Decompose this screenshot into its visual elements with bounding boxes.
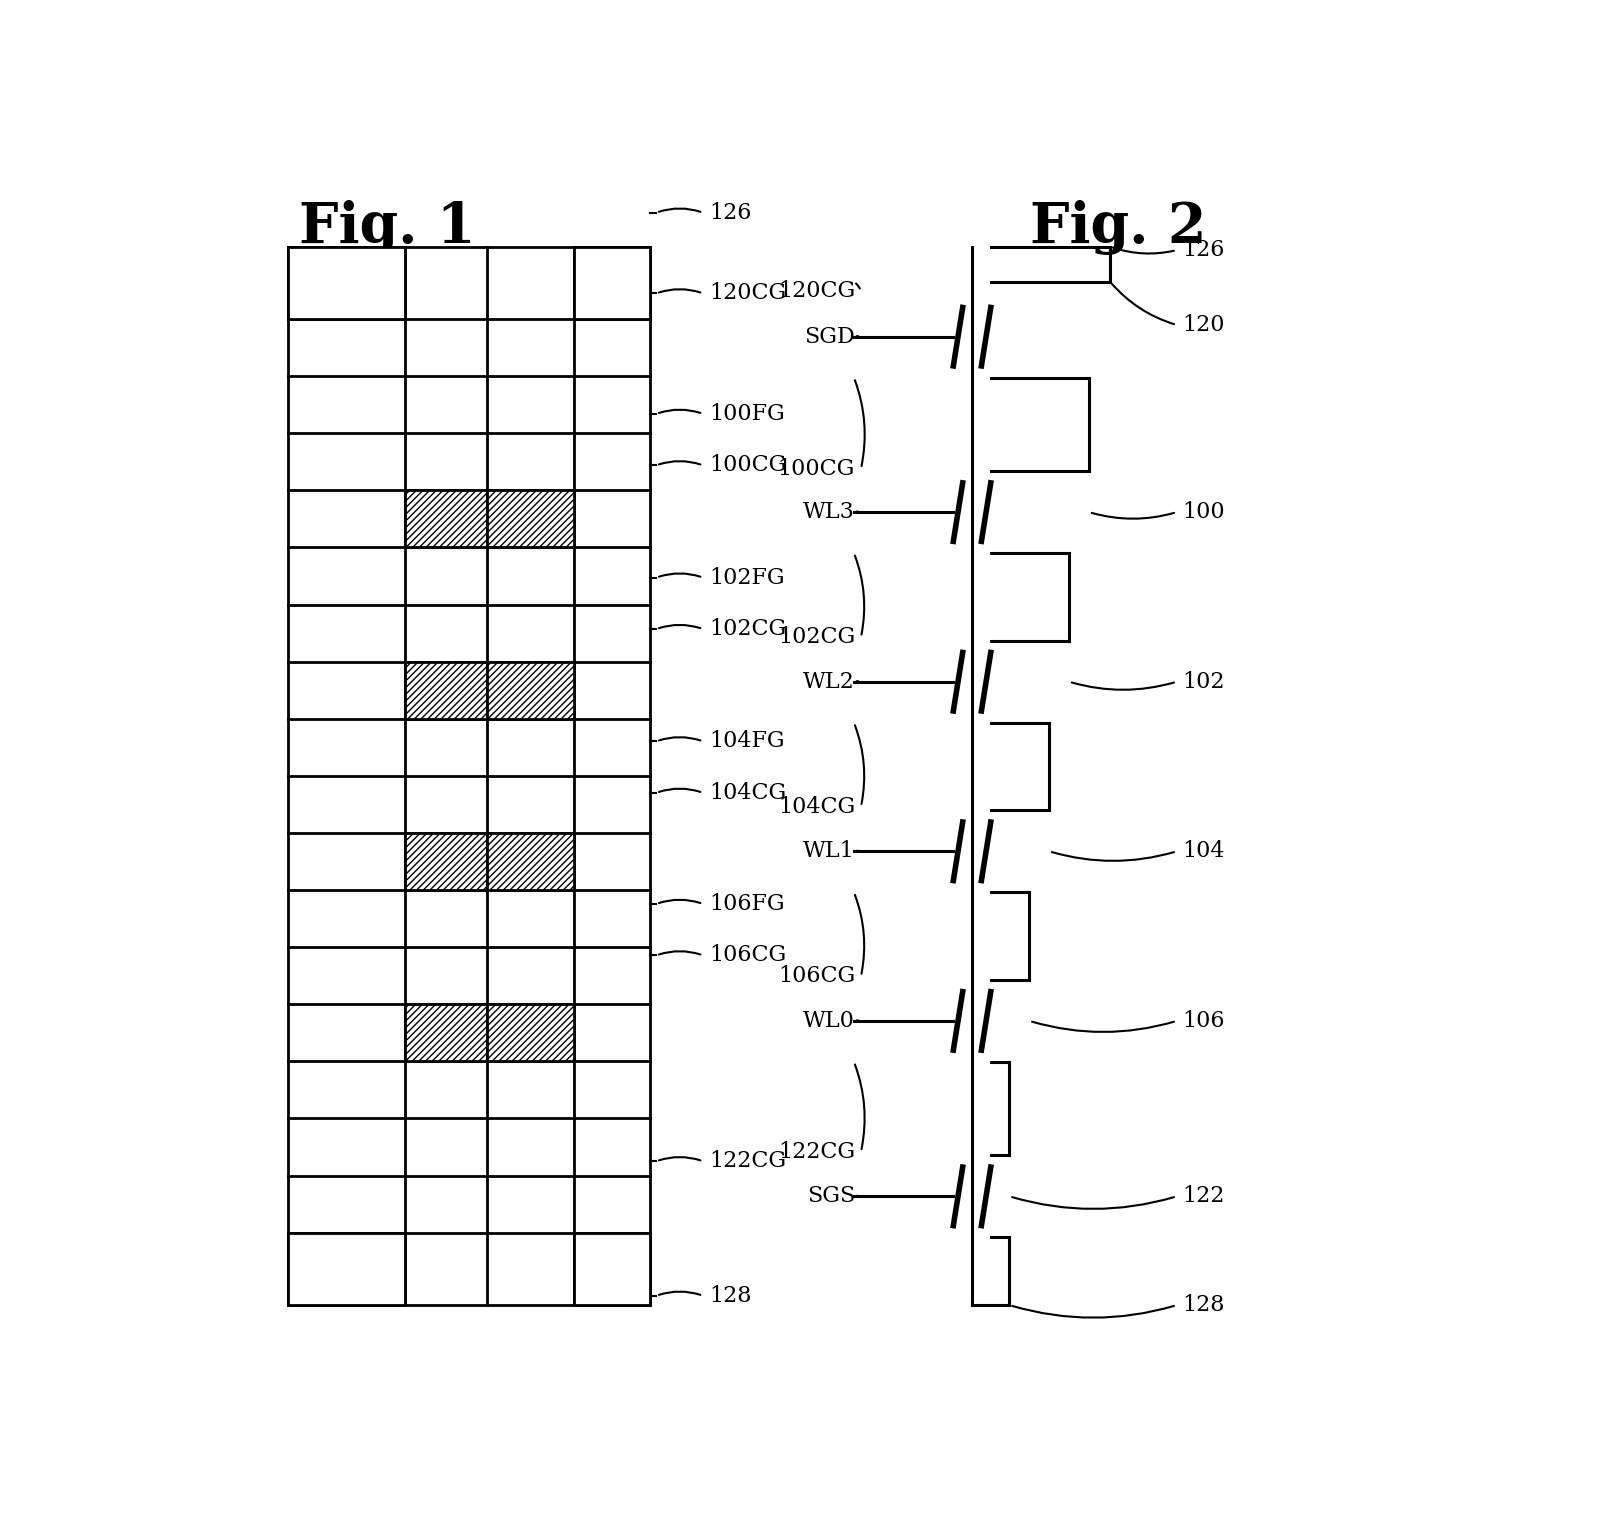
Polygon shape	[405, 491, 486, 547]
Polygon shape	[405, 1004, 486, 1062]
Text: SGD: SGD	[805, 325, 854, 348]
Text: 106FG: 106FG	[709, 893, 784, 914]
Text: 100: 100	[1182, 501, 1226, 523]
Text: 100CG: 100CG	[709, 454, 786, 477]
Text: SGS: SGS	[806, 1185, 854, 1208]
Text: WL0: WL0	[803, 1010, 854, 1031]
Polygon shape	[486, 832, 574, 890]
Text: 128: 128	[1182, 1294, 1226, 1315]
Polygon shape	[486, 491, 574, 547]
Text: 126: 126	[1182, 238, 1226, 261]
Text: 120CG: 120CG	[778, 279, 854, 302]
Text: 120: 120	[1182, 314, 1226, 336]
Text: 104CG: 104CG	[709, 782, 786, 804]
Text: 128: 128	[709, 1285, 752, 1306]
Text: WL1: WL1	[803, 840, 854, 863]
Text: 102CG: 102CG	[778, 626, 854, 649]
Text: 102FG: 102FG	[709, 567, 784, 589]
Text: 122: 122	[1182, 1185, 1226, 1208]
Text: 120CG: 120CG	[709, 283, 786, 304]
Text: Fig. 1: Fig. 1	[299, 201, 475, 255]
Text: 100FG: 100FG	[709, 403, 784, 425]
Polygon shape	[574, 246, 651, 319]
Polygon shape	[405, 662, 486, 718]
Text: 122CG: 122CG	[709, 1150, 786, 1173]
Polygon shape	[288, 246, 405, 319]
Text: 104FG: 104FG	[709, 731, 784, 752]
Text: 106CG: 106CG	[709, 945, 786, 966]
Polygon shape	[405, 832, 486, 890]
Text: 126: 126	[709, 202, 752, 223]
Text: 104CG: 104CG	[778, 796, 854, 817]
Text: 102CG: 102CG	[709, 618, 786, 639]
Text: 104: 104	[1182, 840, 1226, 863]
Polygon shape	[486, 662, 574, 718]
Text: 122CG: 122CG	[778, 1141, 854, 1164]
Text: WL2: WL2	[803, 671, 854, 693]
Text: 102: 102	[1182, 671, 1226, 693]
Polygon shape	[288, 1232, 405, 1305]
Text: WL3: WL3	[803, 501, 854, 523]
Text: 106CG: 106CG	[778, 966, 854, 987]
Polygon shape	[574, 1232, 651, 1305]
Text: Fig. 2: Fig. 2	[1030, 201, 1206, 255]
Text: 106: 106	[1182, 1010, 1226, 1031]
Text: 100CG: 100CG	[778, 457, 854, 480]
Polygon shape	[486, 1004, 574, 1062]
